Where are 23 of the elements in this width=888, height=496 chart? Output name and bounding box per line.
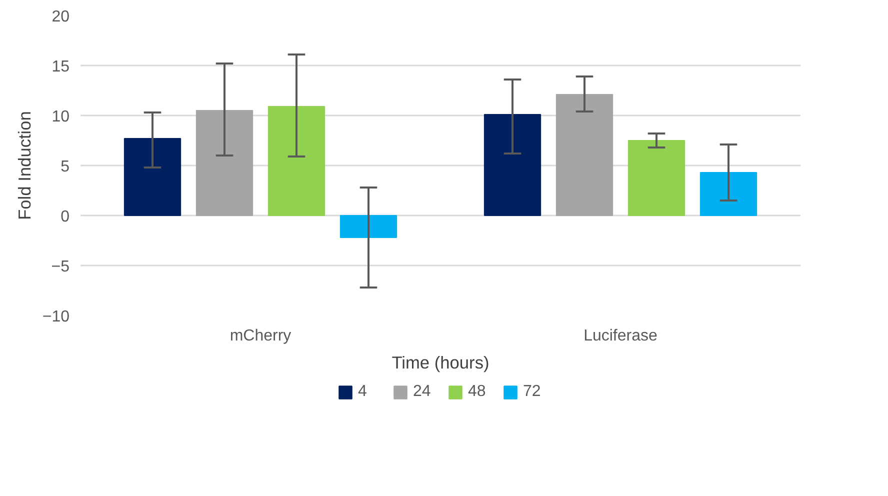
legend-label: 4 [358, 383, 368, 401]
bar [628, 140, 686, 216]
y-tick-label: 5 [60, 158, 70, 176]
y-tick-label: −10 [42, 308, 70, 326]
bar [484, 114, 542, 216]
y-axis-title: Fold Induction [14, 111, 34, 220]
bar [700, 172, 758, 216]
x-tick-label: Luciferase [584, 328, 658, 344]
bar [124, 138, 182, 216]
y-tick-label: 15 [52, 58, 70, 76]
bar [196, 110, 254, 216]
x-tick-label: mCherry [230, 328, 292, 344]
bar [340, 215, 398, 238]
y-tick-label: −5 [51, 258, 70, 276]
x-axis-title: Time (hours) [392, 352, 490, 372]
bar [268, 106, 326, 216]
legend-label: 24 [413, 383, 432, 401]
bar [556, 94, 614, 216]
legend-label: 72 [523, 383, 542, 401]
y-tick-label: 10 [52, 108, 70, 126]
y-tick-label: 0 [60, 208, 70, 226]
y-tick-label: 20 [52, 8, 70, 26]
legend-label: 48 [468, 383, 487, 401]
